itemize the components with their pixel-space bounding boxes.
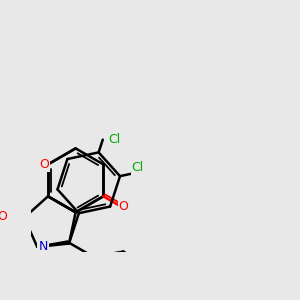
Text: Cl: Cl — [109, 133, 121, 146]
Text: O: O — [39, 158, 49, 171]
Text: N: N — [38, 240, 48, 254]
Text: O: O — [118, 200, 128, 213]
Text: O: O — [0, 210, 7, 223]
Text: Cl: Cl — [131, 161, 144, 174]
